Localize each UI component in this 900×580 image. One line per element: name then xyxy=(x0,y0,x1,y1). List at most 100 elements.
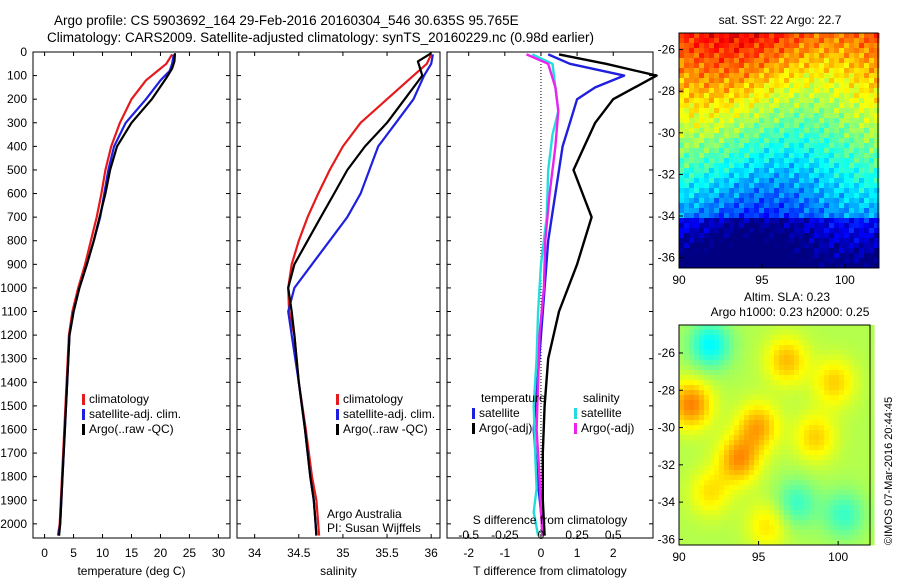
map-cell xyxy=(724,370,730,376)
map-cell xyxy=(769,370,775,376)
map-cell xyxy=(784,78,790,84)
map-cell xyxy=(849,460,855,466)
map-cell xyxy=(764,535,770,541)
map-cell xyxy=(764,440,770,446)
map-cell xyxy=(864,485,870,491)
map-cell xyxy=(789,203,795,209)
map-cell xyxy=(784,525,790,531)
map-cell xyxy=(679,78,685,84)
map-cell xyxy=(839,73,845,79)
map-cell xyxy=(734,98,740,104)
map-cell xyxy=(734,253,740,259)
map-cell xyxy=(799,233,805,239)
map-cell xyxy=(724,480,730,486)
map-cell xyxy=(739,350,745,356)
plot-frame xyxy=(446,51,654,539)
map-cell xyxy=(829,188,835,194)
map-cell xyxy=(749,163,755,169)
map-cell xyxy=(864,435,870,441)
map-cell xyxy=(779,223,785,229)
map-cell xyxy=(704,425,710,431)
map-cell xyxy=(819,420,825,426)
series-line-salinity-argo-adj- xyxy=(526,53,560,536)
map-cell xyxy=(679,370,685,376)
map-cell xyxy=(719,163,725,169)
map-cell xyxy=(814,68,820,74)
map-cell xyxy=(809,68,815,74)
map-cell xyxy=(869,540,875,546)
map-cell xyxy=(759,213,765,219)
map-cell xyxy=(829,465,835,471)
map-cell xyxy=(799,258,805,264)
map-cell xyxy=(729,188,735,194)
map-cell xyxy=(689,430,695,436)
map-cell xyxy=(684,490,690,496)
map-cell xyxy=(699,168,705,174)
map-cell xyxy=(684,78,690,84)
map-cell xyxy=(859,500,865,506)
map-cell xyxy=(719,83,725,89)
map-cell xyxy=(684,38,690,44)
map-cell xyxy=(789,238,795,244)
map-cell xyxy=(689,420,695,426)
map-cell xyxy=(734,153,740,159)
map-cell xyxy=(819,480,825,486)
map-cell xyxy=(704,440,710,446)
map-cell xyxy=(739,415,745,421)
map-cell xyxy=(764,505,770,511)
map-cell xyxy=(709,143,715,149)
map-cell xyxy=(754,228,760,234)
map-cell xyxy=(849,53,855,59)
map-cell xyxy=(799,183,805,189)
map-cell xyxy=(714,78,720,84)
map-cell xyxy=(764,38,770,44)
map-cell xyxy=(699,163,705,169)
map-cell xyxy=(804,98,810,104)
map-cell xyxy=(849,238,855,244)
map-cell xyxy=(754,335,760,341)
map-cell xyxy=(759,248,765,254)
map-cell xyxy=(859,380,865,386)
map-cell xyxy=(834,500,840,506)
map-cell xyxy=(844,138,850,144)
map-cell xyxy=(859,510,865,516)
map-cell xyxy=(734,395,740,401)
map-cell xyxy=(689,515,695,521)
map-cell xyxy=(814,223,820,229)
map-cell xyxy=(834,168,840,174)
map-cell xyxy=(874,168,880,174)
map-cell xyxy=(784,415,790,421)
map-cell xyxy=(834,258,840,264)
map-cell xyxy=(684,465,690,471)
map-cell xyxy=(689,88,695,94)
map-cell xyxy=(789,420,795,426)
map-cell xyxy=(869,63,875,69)
map-cell xyxy=(854,330,860,336)
map-cell xyxy=(854,203,860,209)
map-cell xyxy=(814,460,820,466)
map-cell xyxy=(759,525,765,531)
map-cell xyxy=(714,340,720,346)
x-tick-label: 25 xyxy=(183,546,197,560)
map-cell xyxy=(704,143,710,149)
map-cell xyxy=(864,153,870,159)
map-cell xyxy=(829,113,835,119)
map-cell xyxy=(709,530,715,536)
map-cell xyxy=(794,213,800,219)
map-cell xyxy=(679,505,685,511)
map-cell xyxy=(864,325,870,331)
map-cell xyxy=(744,435,750,441)
map-cell xyxy=(834,325,840,331)
y-tick-label: 300 xyxy=(7,116,27,130)
map-cell xyxy=(754,248,760,254)
map-cell xyxy=(729,178,735,184)
map-cell xyxy=(774,525,780,531)
map-cell xyxy=(699,108,705,114)
map-cell xyxy=(774,73,780,79)
map-cell xyxy=(864,415,870,421)
map-cell xyxy=(684,355,690,361)
map-cell xyxy=(759,530,765,536)
map-cell xyxy=(849,465,855,471)
map-cell xyxy=(869,455,875,461)
map-cell xyxy=(759,380,765,386)
